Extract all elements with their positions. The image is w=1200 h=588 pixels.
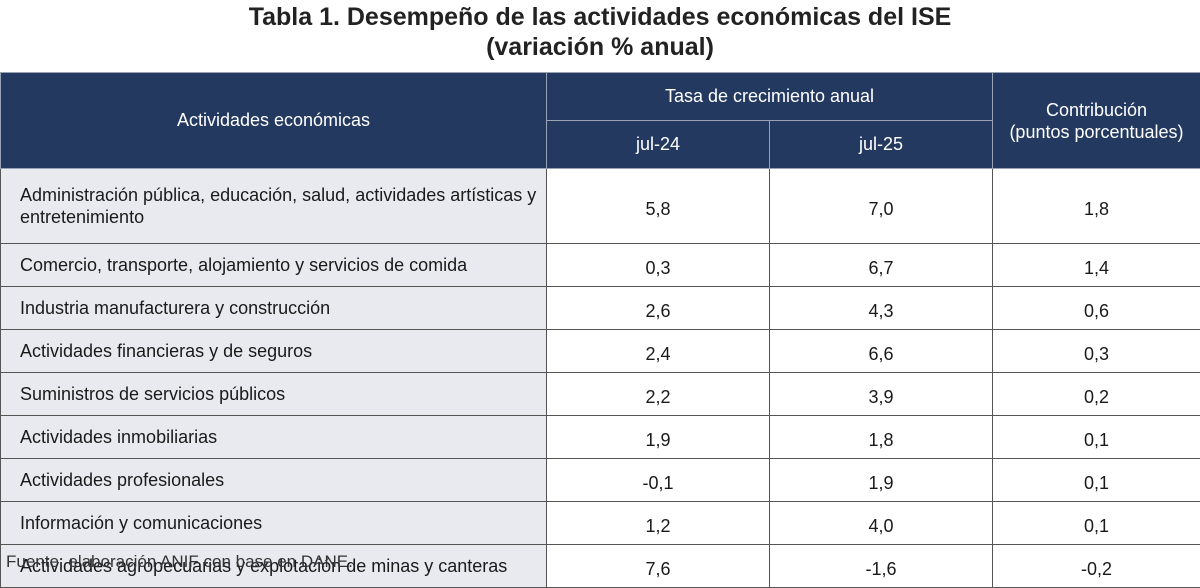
table-title-line1: Tabla 1. Desempeño de las actividades ec… bbox=[0, 2, 1200, 32]
activity-name: Actividades inmobiliarias bbox=[1, 416, 547, 459]
table-header: Actividades económicas Tasa de crecimien… bbox=[1, 73, 1200, 169]
activity-name: Administración pública, educación, salud… bbox=[1, 169, 547, 244]
table-row: Actividades profesionales -0,1 1,9 0,1 bbox=[1, 459, 1200, 502]
economic-activities-table: Actividades económicas Tasa de crecimien… bbox=[0, 72, 1200, 588]
value-contribution: 0,6 bbox=[993, 287, 1200, 330]
table-row: Comercio, transporte, alojamiento y serv… bbox=[1, 244, 1200, 287]
value-contribution: 0,1 bbox=[993, 459, 1200, 502]
header-contribution-line2: (puntos porcentuales) bbox=[1009, 122, 1183, 142]
value-contribution: -0,2 bbox=[993, 545, 1200, 588]
table-row: Industria manufacturera y construcción 2… bbox=[1, 287, 1200, 330]
table-row: Suministros de servicios públicos 2,2 3,… bbox=[1, 373, 1200, 416]
table-title: Tabla 1. Desempeño de las actividades ec… bbox=[0, 2, 1200, 62]
value-jul24: 2,4 bbox=[547, 330, 770, 373]
activity-name: Información y comunicaciones bbox=[1, 502, 547, 545]
header-growth-rate: Tasa de crecimiento anual bbox=[547, 73, 993, 121]
header-period-jul25: jul-25 bbox=[770, 121, 993, 169]
activity-name: Industria manufacturera y construcción bbox=[1, 287, 547, 330]
value-contribution: 0,1 bbox=[993, 416, 1200, 459]
source-note: Fuente: elaboración ANIF con base en DAN… bbox=[6, 552, 353, 572]
value-contribution: 1,8 bbox=[993, 169, 1200, 244]
table-title-line2: (variación % anual) bbox=[0, 32, 1200, 62]
value-jul25: 6,7 bbox=[770, 244, 993, 287]
value-jul25: 7,0 bbox=[770, 169, 993, 244]
table-row: Información y comunicaciones 1,2 4,0 0,1 bbox=[1, 502, 1200, 545]
activity-name: Suministros de servicios públicos bbox=[1, 373, 547, 416]
header-contribution: Contribución (puntos porcentuales) bbox=[993, 73, 1200, 169]
value-jul24: 1,2 bbox=[547, 502, 770, 545]
table-row: Actividades financieras y de seguros 2,4… bbox=[1, 330, 1200, 373]
header-activities: Actividades económicas bbox=[1, 73, 547, 169]
value-jul24: -0,1 bbox=[547, 459, 770, 502]
value-jul25: 3,9 bbox=[770, 373, 993, 416]
value-jul24: 1,9 bbox=[547, 416, 770, 459]
value-contribution: 0,2 bbox=[993, 373, 1200, 416]
value-jul24: 7,6 bbox=[547, 545, 770, 588]
table-row: Actividades inmobiliarias 1,9 1,8 0,1 bbox=[1, 416, 1200, 459]
value-jul25: -1,6 bbox=[770, 545, 993, 588]
header-period-jul24: jul-24 bbox=[547, 121, 770, 169]
value-jul25: 1,8 bbox=[770, 416, 993, 459]
activity-name: Actividades financieras y de seguros bbox=[1, 330, 547, 373]
value-jul24: 2,6 bbox=[547, 287, 770, 330]
value-contribution: 0,1 bbox=[993, 502, 1200, 545]
activity-name: Actividades profesionales bbox=[1, 459, 547, 502]
value-contribution: 0,3 bbox=[993, 330, 1200, 373]
value-jul25: 4,3 bbox=[770, 287, 993, 330]
value-jul24: 0,3 bbox=[547, 244, 770, 287]
table-row: Administración pública, educación, salud… bbox=[1, 169, 1200, 244]
value-contribution: 1,4 bbox=[993, 244, 1200, 287]
header-contribution-line1: Contribución bbox=[1046, 100, 1147, 120]
value-jul24: 5,8 bbox=[547, 169, 770, 244]
value-jul25: 4,0 bbox=[770, 502, 993, 545]
value-jul24: 2,2 bbox=[547, 373, 770, 416]
table-body: Administración pública, educación, salud… bbox=[1, 169, 1200, 588]
value-jul25: 6,6 bbox=[770, 330, 993, 373]
activity-name: Comercio, transporte, alojamiento y serv… bbox=[1, 244, 547, 287]
value-jul25: 1,9 bbox=[770, 459, 993, 502]
